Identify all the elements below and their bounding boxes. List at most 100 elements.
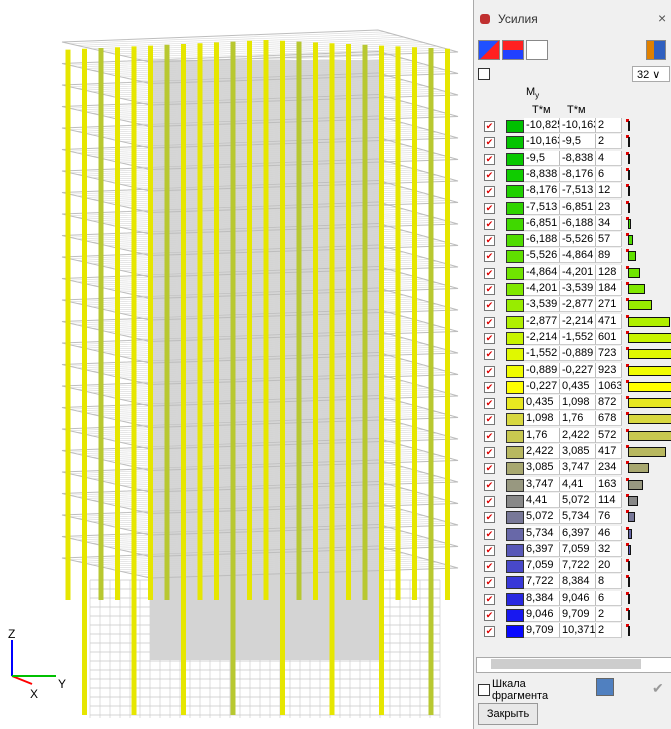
color-swatch[interactable] [506, 316, 524, 329]
color-swatch[interactable] [506, 120, 524, 133]
from-value: -5,526 [524, 248, 560, 263]
row-checkbox[interactable]: ✔ [484, 561, 495, 572]
color-swatch[interactable] [506, 609, 524, 622]
color-swatch[interactable] [506, 462, 524, 475]
to-value: 8,384 [560, 574, 596, 589]
row-checkbox[interactable]: ✔ [484, 545, 495, 556]
quantity-header: My [526, 86, 539, 100]
count-dropdown[interactable]: 32 ∨ [632, 66, 670, 82]
row-checkbox[interactable]: ✔ [484, 496, 495, 507]
row-checkbox[interactable]: ✔ [484, 317, 495, 328]
row-checkbox[interactable]: ✔ [484, 300, 495, 311]
row-checkbox[interactable]: ✔ [484, 512, 495, 523]
count-bar [628, 154, 630, 164]
color-swatch[interactable] [506, 365, 524, 378]
row-checkbox[interactable]: ✔ [484, 137, 495, 148]
from-value: 5,072 [524, 509, 560, 524]
from-value: 7,722 [524, 574, 560, 589]
count-bar [628, 349, 671, 359]
color-swatch[interactable] [506, 413, 524, 426]
row-checkbox[interactable]: ✔ [484, 529, 495, 540]
row-checkbox[interactable]: ✔ [484, 170, 495, 181]
count-value: 2 [596, 623, 622, 638]
color-swatch[interactable] [506, 495, 524, 508]
axis-y-label: Y [58, 677, 66, 691]
row-checkbox[interactable]: ✔ [484, 463, 495, 474]
count-bar [628, 480, 643, 490]
tool-button[interactable] [502, 40, 524, 60]
row-checkbox[interactable]: ✔ [484, 219, 495, 230]
color-swatch[interactable] [506, 544, 524, 557]
tool-button[interactable] [478, 40, 500, 60]
ok-button[interactable]: ✔ [652, 680, 664, 697]
color-swatch[interactable] [506, 136, 524, 149]
row-checkbox[interactable]: ✔ [484, 414, 495, 425]
color-swatch[interactable] [506, 169, 524, 182]
close-button[interactable]: Закрыть [478, 703, 538, 725]
from-value: 6,397 [524, 542, 560, 557]
color-swatch[interactable] [506, 332, 524, 345]
color-swatch[interactable] [506, 479, 524, 492]
close-x[interactable]: × [658, 10, 666, 26]
color-swatch[interactable] [506, 153, 524, 166]
color-swatch[interactable] [506, 299, 524, 312]
color-swatch[interactable] [506, 267, 524, 280]
count-value: 1063 [596, 379, 622, 394]
to-value: -5,526 [560, 232, 596, 247]
row-checkbox[interactable]: ✔ [484, 577, 495, 588]
row-checkbox[interactable]: ✔ [484, 349, 495, 360]
checkbox[interactable] [478, 68, 490, 80]
count-bar [628, 121, 630, 131]
color-swatch[interactable] [506, 511, 524, 524]
apply-button[interactable] [596, 678, 614, 696]
scale-checkbox[interactable] [478, 684, 490, 696]
row-checkbox[interactable]: ✔ [484, 626, 495, 637]
color-swatch[interactable] [506, 234, 524, 247]
count-value: 234 [596, 460, 622, 475]
color-swatch[interactable] [506, 250, 524, 263]
row-checkbox[interactable]: ✔ [484, 268, 495, 279]
row-checkbox[interactable]: ✔ [484, 186, 495, 197]
tool-button[interactable] [526, 40, 548, 60]
row-checkbox[interactable]: ✔ [484, 235, 495, 246]
color-swatch[interactable] [506, 625, 524, 638]
row-checkbox[interactable]: ✔ [484, 366, 495, 377]
color-swatch[interactable] [506, 593, 524, 606]
row-checkbox[interactable]: ✔ [484, 333, 495, 344]
color-swatch[interactable] [506, 430, 524, 443]
scrollbar[interactable] [476, 657, 671, 673]
row-checkbox[interactable]: ✔ [484, 121, 495, 132]
axis-x [12, 676, 32, 684]
color-swatch[interactable] [506, 185, 524, 198]
row-checkbox[interactable]: ✔ [484, 382, 495, 393]
color-swatch[interactable] [506, 283, 524, 296]
color-swatch[interactable] [506, 446, 524, 459]
count-value: 163 [596, 477, 622, 492]
row-checkbox[interactable]: ✔ [484, 431, 495, 442]
color-swatch[interactable] [506, 218, 524, 231]
count-value: 114 [596, 493, 622, 508]
color-swatch[interactable] [506, 348, 524, 361]
row-checkbox[interactable]: ✔ [484, 398, 495, 409]
color-swatch[interactable] [506, 528, 524, 541]
row-checkbox[interactable]: ✔ [484, 610, 495, 621]
count-bar [628, 463, 649, 473]
window-icon [480, 14, 490, 24]
color-swatch[interactable] [506, 397, 524, 410]
row-checkbox[interactable]: ✔ [484, 480, 495, 491]
row-checkbox[interactable]: ✔ [484, 251, 495, 262]
row-checkbox[interactable]: ✔ [484, 203, 495, 214]
to-value: -8,838 [560, 151, 596, 166]
tool-button[interactable] [646, 40, 666, 60]
to-value: 5,072 [560, 493, 596, 508]
color-swatch[interactable] [506, 202, 524, 215]
row-checkbox[interactable]: ✔ [484, 594, 495, 605]
to-value: 10,371 [560, 623, 596, 638]
row-checkbox[interactable]: ✔ [484, 447, 495, 458]
count-value: 8 [596, 574, 622, 589]
color-swatch[interactable] [506, 576, 524, 589]
row-checkbox[interactable]: ✔ [484, 284, 495, 295]
row-checkbox[interactable]: ✔ [484, 154, 495, 165]
color-swatch[interactable] [506, 560, 524, 573]
color-swatch[interactable] [506, 381, 524, 394]
